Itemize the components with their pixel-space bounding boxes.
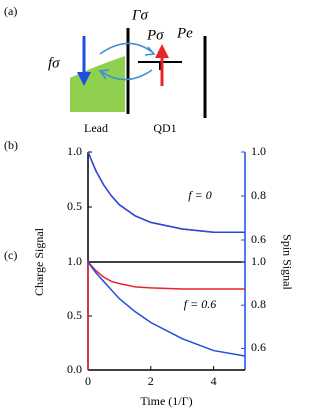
x-tick-label: 0 [85,374,91,388]
tunnel-arrow-out [101,69,153,81]
annotation: f = 0 [188,188,211,202]
y-axis-label: Charge Signal [32,227,46,296]
lead-fill [70,56,125,112]
y2-tick-label: 0.8 [251,297,266,311]
panel-label: (b) [4,138,18,152]
data-line [87,151,245,234]
y-tick-label: 0.0 [67,362,82,376]
panel-label: (c) [4,248,17,262]
data-line [87,261,246,357]
x-tick-label: 4 [211,374,217,388]
y-tick-label: 1.0 [67,144,82,158]
arrowhead [98,69,110,80]
y2-tick-label: 0.8 [251,188,266,202]
dot-label: QD1 [153,121,176,135]
figure: (a) Γσ Pσ Pe fσ Lead QD1 0.5 1.0 0.6 0.8 1.0… [4,4,294,408]
schematic: (a) Γσ Pσ Pe fσ Lead QD1 [4,4,207,135]
annotation: f = 0.6 [184,297,216,311]
p-sigma-label: Pσ [146,27,164,43]
x-axis-label: Time (1/Γ) [140,394,192,408]
y2-tick-label: 1.0 [251,144,266,158]
data-line [87,260,245,370]
y2-tick-label: 0.6 [251,340,266,354]
arrowhead [155,44,169,58]
y2-axis-label: Spin Signal [280,234,294,290]
panel-label: (a) [4,4,17,18]
arrowhead [144,46,156,56]
f-sigma-label: fσ [48,55,60,71]
y-tick-label: 0.5 [67,199,82,213]
x-tick-label: 2 [148,374,154,388]
lead-label: Lead [84,121,108,135]
y-tick-label: 0.5 [67,308,82,322]
tunnel-arrow-in [99,42,153,55]
y2-tick-label: 1.0 [251,254,266,268]
arrowhead [77,72,91,86]
barrier-label: Γσ [131,7,149,23]
y2-tick-label: 0.6 [251,232,266,246]
y-tick-label: 1.0 [67,254,82,268]
data-line [87,151,245,234]
p-e-label: Pe [176,25,193,41]
